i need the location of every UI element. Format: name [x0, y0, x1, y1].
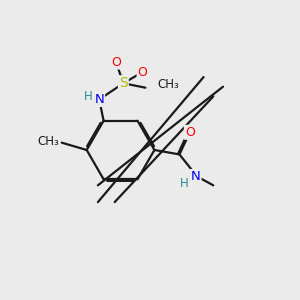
- Text: CH₃: CH₃: [158, 78, 180, 91]
- Text: S: S: [119, 76, 128, 90]
- Text: H: H: [84, 90, 92, 103]
- Text: O: O: [111, 56, 121, 69]
- Text: CH₃: CH₃: [38, 135, 59, 148]
- Text: H: H: [180, 177, 189, 190]
- Text: O: O: [185, 126, 195, 139]
- Text: N: N: [94, 93, 104, 106]
- Text: N: N: [191, 170, 200, 183]
- Text: O: O: [138, 66, 147, 79]
